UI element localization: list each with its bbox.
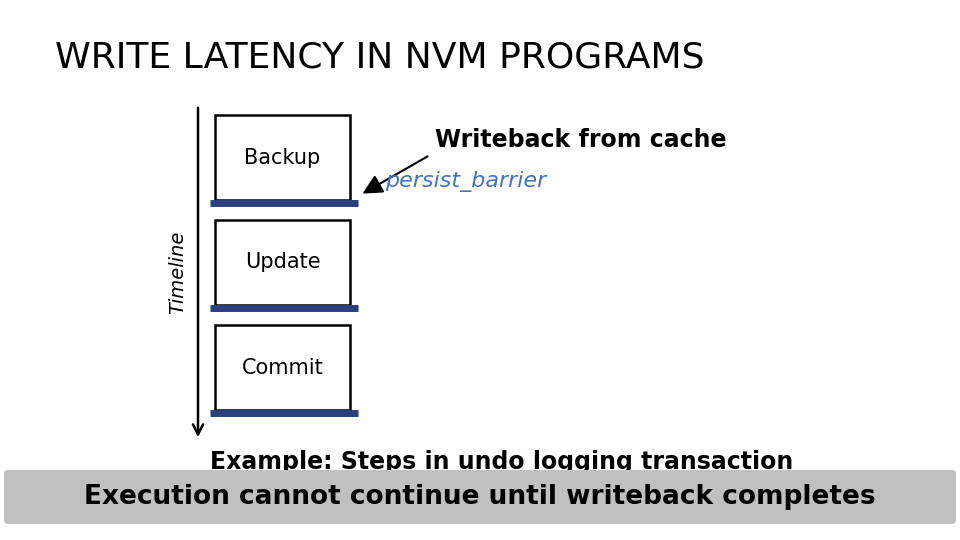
FancyBboxPatch shape bbox=[4, 470, 956, 524]
Text: Update: Update bbox=[245, 253, 321, 273]
Bar bbox=[215, 115, 350, 200]
Text: Writeback from cache: Writeback from cache bbox=[435, 128, 727, 152]
Text: Timeline: Timeline bbox=[169, 231, 187, 314]
Bar bbox=[215, 220, 350, 305]
Text: persist_barrier: persist_barrier bbox=[385, 172, 546, 192]
Text: Execution cannot continue until writeback completes: Execution cannot continue until writebac… bbox=[84, 484, 876, 510]
Bar bbox=[215, 325, 350, 410]
Text: WRITE LATENCY IN NVM PROGRAMS: WRITE LATENCY IN NVM PROGRAMS bbox=[55, 40, 705, 74]
Text: Example: Steps in undo logging transaction: Example: Steps in undo logging transacti… bbox=[210, 450, 793, 474]
Text: Backup: Backup bbox=[245, 147, 321, 167]
Text: Commit: Commit bbox=[242, 357, 324, 377]
